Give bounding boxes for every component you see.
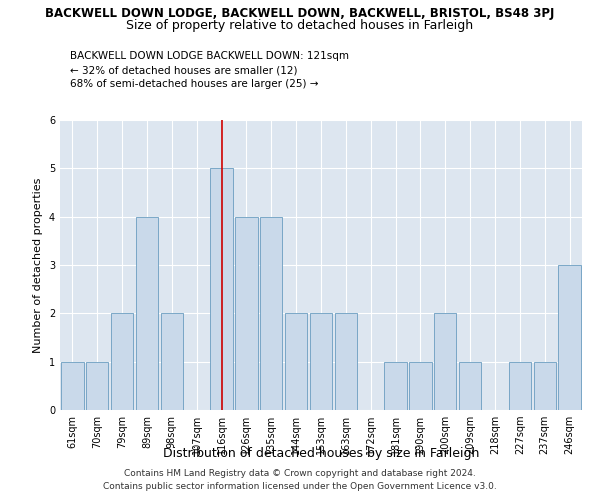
Text: Size of property relative to detached houses in Farleigh: Size of property relative to detached ho… bbox=[127, 19, 473, 32]
Bar bbox=[211, 168, 233, 410]
Bar bbox=[533, 362, 556, 410]
Bar bbox=[61, 362, 83, 410]
Bar bbox=[335, 314, 357, 410]
Bar bbox=[136, 216, 158, 410]
Bar bbox=[285, 314, 307, 410]
Text: Contains HM Land Registry data © Crown copyright and database right 2024.
Contai: Contains HM Land Registry data © Crown c… bbox=[103, 470, 497, 491]
Bar bbox=[434, 314, 457, 410]
Bar bbox=[559, 265, 581, 410]
Bar bbox=[161, 314, 183, 410]
Bar bbox=[111, 314, 133, 410]
Bar bbox=[459, 362, 481, 410]
Bar bbox=[509, 362, 531, 410]
Text: BACKWELL DOWN LODGE BACKWELL DOWN: 121sqm
← 32% of detached houses are smaller (: BACKWELL DOWN LODGE BACKWELL DOWN: 121sq… bbox=[70, 51, 349, 89]
Bar bbox=[86, 362, 109, 410]
Text: Distribution of detached houses by size in Farleigh: Distribution of detached houses by size … bbox=[163, 448, 479, 460]
Bar bbox=[385, 362, 407, 410]
Y-axis label: Number of detached properties: Number of detached properties bbox=[34, 178, 43, 352]
Bar bbox=[235, 216, 257, 410]
Text: BACKWELL DOWN LODGE, BACKWELL DOWN, BACKWELL, BRISTOL, BS48 3PJ: BACKWELL DOWN LODGE, BACKWELL DOWN, BACK… bbox=[46, 8, 554, 20]
Bar bbox=[260, 216, 283, 410]
Bar bbox=[310, 314, 332, 410]
Bar bbox=[409, 362, 431, 410]
